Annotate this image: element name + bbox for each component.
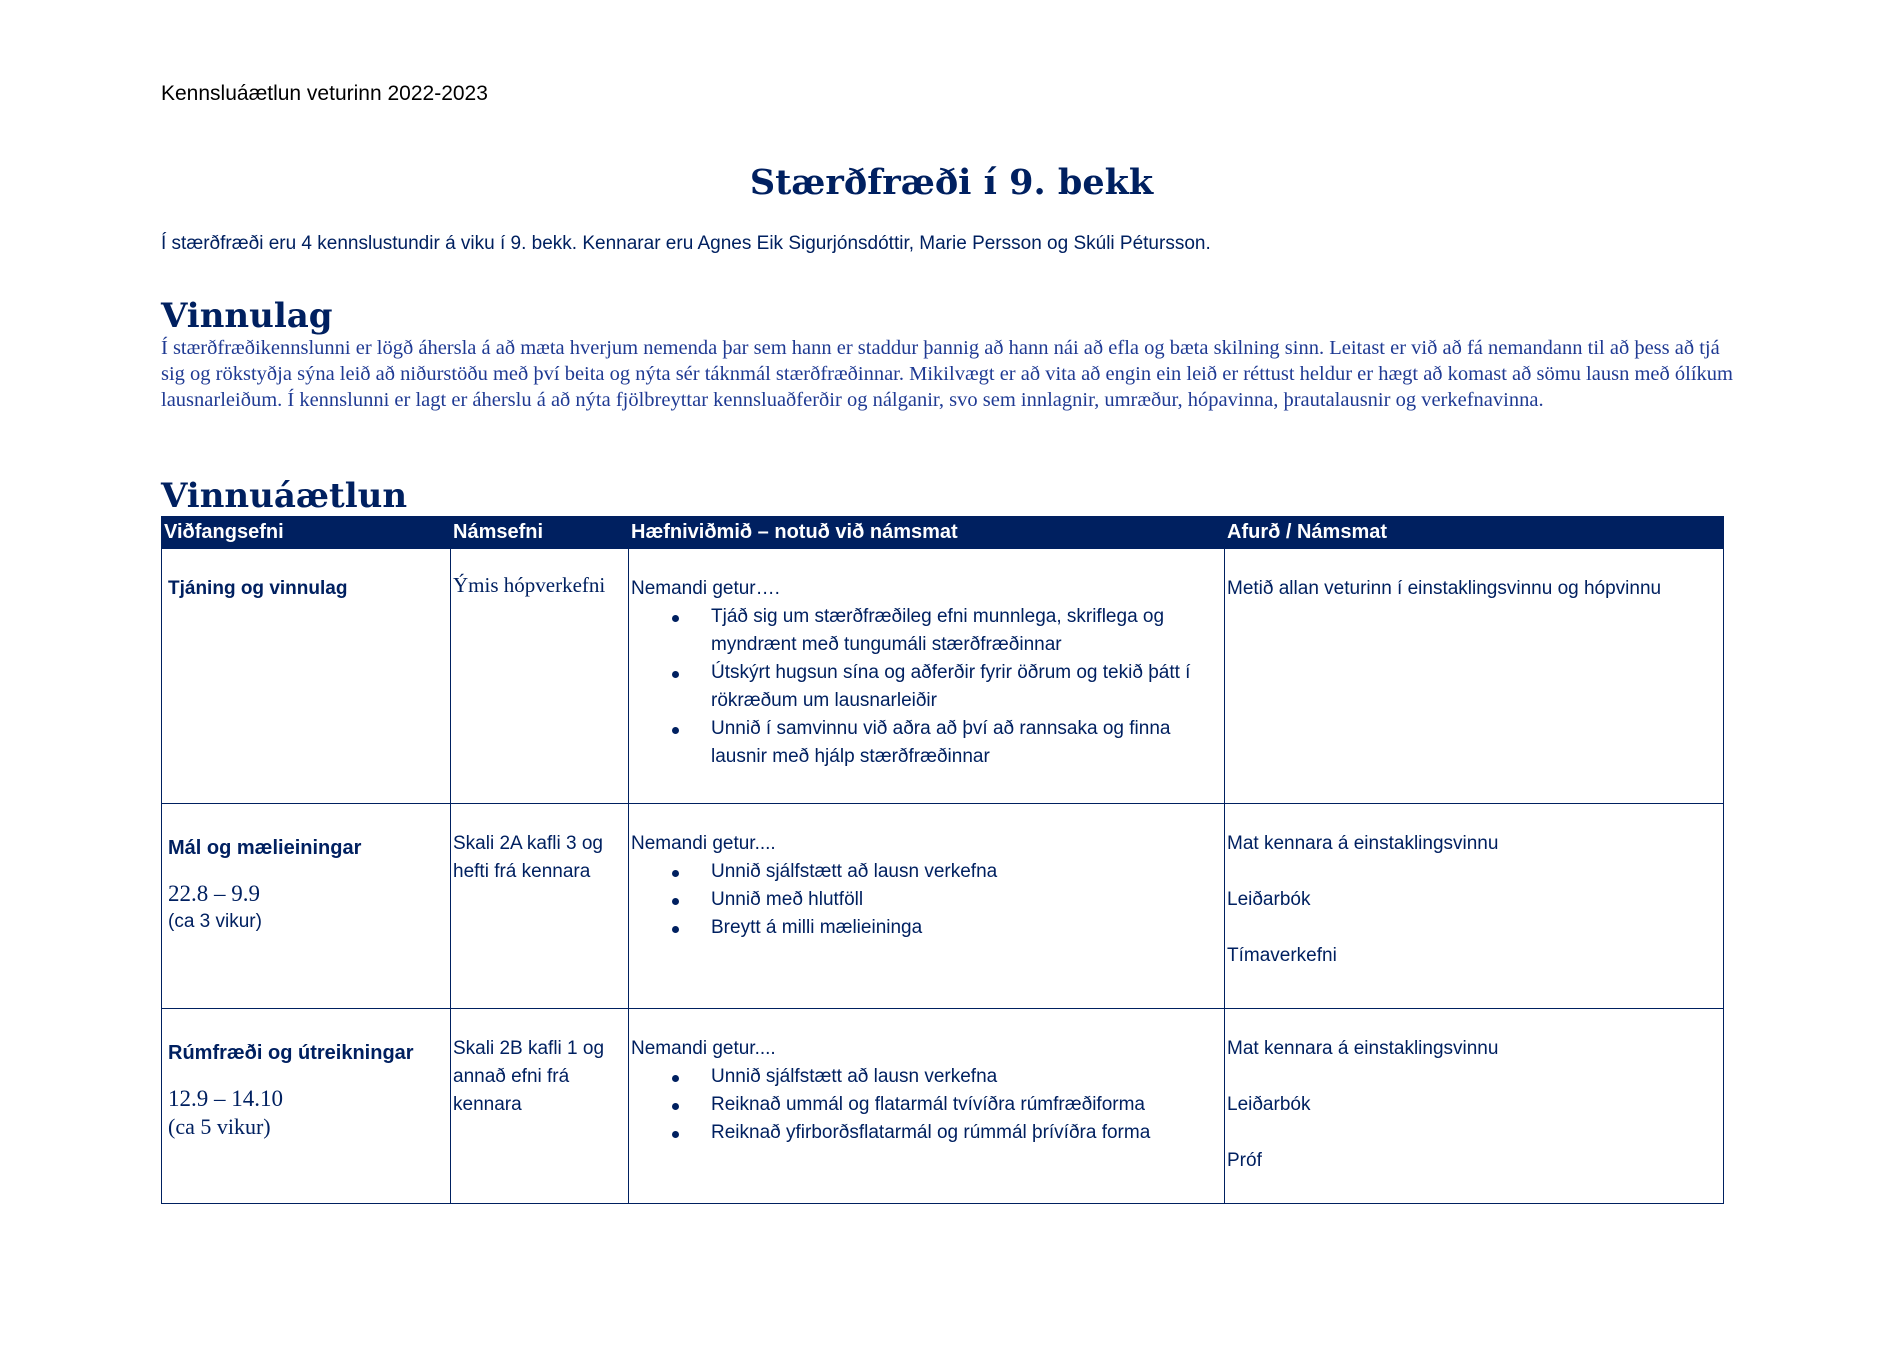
date-range: 22.8 – 9.9 bbox=[168, 881, 260, 906]
goal-item: Reiknað ummál og flatarmál tvívíðra rúmf… bbox=[629, 1091, 1224, 1119]
topic: Tjáning og vinnulag bbox=[168, 578, 348, 599]
assessment-item: Tímaverkefni bbox=[1227, 945, 1337, 966]
table-row: Mál og mælieiningar 22.8 – 9.9 (ca 3 vik… bbox=[161, 803, 1724, 1009]
column-header: Námsefni bbox=[450, 516, 629, 549]
goals-list: Unnið sjálfstætt að lausn verkefna Reikna… bbox=[629, 1063, 1224, 1147]
column-header: Hæfniviðmið – notuð við námsmat bbox=[628, 516, 1225, 549]
date-range: 12.9 – 14.10 bbox=[168, 1086, 283, 1111]
goals-cell: Nemandi getur.... Unnið sjálfstætt að la… bbox=[628, 1008, 1225, 1204]
vinnulag-paragraph: Í stærðfræðikennslunni er lögð áhersla á… bbox=[161, 337, 1733, 411]
goal-item: Unnið sjálfstætt að lausn verkefna bbox=[629, 1063, 1224, 1091]
goal-item: Útskýrt hugsun sína og aðferðir fyrir öð… bbox=[629, 659, 1224, 715]
plan-heading: Vinnuáætlun bbox=[161, 476, 408, 516]
page-header: Kennsluáætlun veturinn 2022-2023 bbox=[161, 82, 488, 105]
duration: (ca 5 vikur) bbox=[168, 1114, 271, 1139]
vinnulag-heading: Vinnulag bbox=[161, 296, 333, 336]
topic-cell: Mál og mælieiningar 22.8 – 9.9 (ca 3 vik… bbox=[161, 803, 451, 1009]
assessment-item: Metið allan veturinn í einstaklingsvinnu… bbox=[1227, 578, 1662, 599]
assessment-item: Leiðarbók bbox=[1227, 1094, 1311, 1115]
goal-item: Unnið með hlutföll bbox=[629, 886, 1224, 914]
assessment-item: Mat kennara á einstaklingsvinnu bbox=[1227, 1038, 1499, 1059]
topic: Rúmfræði og útreikningar bbox=[168, 1042, 414, 1064]
plan-table: Viðfangsefni Námsefni Hæfniviðmið – notu… bbox=[161, 516, 1724, 1204]
intro-text: Í stærðfræði eru 4 kennslustundir á viku… bbox=[161, 233, 1211, 254]
goals-lead: Nemandi getur.... bbox=[631, 1038, 776, 1059]
assessment-cell: Mat kennara á einstaklingsvinnu Leiðarbók… bbox=[1224, 1008, 1724, 1204]
material-cell: Ýmis hópverkefni bbox=[450, 548, 629, 804]
goal-item: Tjáð sig um stærðfræðileg efni munnlega,… bbox=[629, 603, 1224, 659]
column-header: Viðfangsefni bbox=[161, 516, 451, 549]
goal-item: Reiknað yfirborðsflatarmál og rúmmál þrí… bbox=[629, 1119, 1224, 1147]
page-title: Stærðfræði í 9. bekk bbox=[749, 162, 1154, 203]
goals-cell: Nemandi getur.... Unnið sjálfstætt að la… bbox=[628, 803, 1225, 1009]
assessment-cell: Metið allan veturinn í einstaklingsvinnu… bbox=[1224, 548, 1724, 804]
table-row: Tjáning og vinnulag Ýmis hópverkefni Nem… bbox=[161, 548, 1724, 804]
assessment-item: Mat kennara á einstaklingsvinnu bbox=[1227, 833, 1499, 854]
goal-item: Unnið sjálfstætt að lausn verkefna bbox=[629, 858, 1224, 886]
goal-item: Unnið í samvinnu við aðra að því að rann… bbox=[629, 715, 1224, 771]
goals-lead: Nemandi getur.... bbox=[631, 833, 776, 854]
goals-list: Unnið sjálfstætt að lausn verkefna Unnið … bbox=[629, 858, 1224, 942]
goals-lead: Nemandi getur…. bbox=[631, 578, 780, 599]
assessment-cell: Mat kennara á einstaklingsvinnu Leiðarbók… bbox=[1224, 803, 1724, 1009]
assessment-item: Leiðarbók bbox=[1227, 889, 1311, 910]
goals-cell: Nemandi getur…. Tjáð sig um stærðfræðile… bbox=[628, 548, 1225, 804]
goals-list: Tjáð sig um stærðfræðileg efni munnlega,… bbox=[629, 603, 1224, 771]
goal-item: Breytt á milli mælieininga bbox=[629, 914, 1224, 942]
column-header: Afurð / Námsmat bbox=[1224, 516, 1724, 549]
material-cell: Skali 2B kafli 1 og annað efni frá kenna… bbox=[450, 1008, 629, 1204]
table-row: Rúmfræði og útreikningar 12.9 – 14.10 (c… bbox=[161, 1008, 1724, 1204]
table-header-row: Viðfangsefni Námsefni Hæfniviðmið – notu… bbox=[161, 516, 1724, 549]
material-cell: Skali 2A kafli 3 og hefti frá kennara bbox=[450, 803, 629, 1009]
topic-cell: Rúmfræði og útreikningar 12.9 – 14.10 (c… bbox=[161, 1008, 451, 1204]
topic: Mál og mælieiningar bbox=[168, 837, 362, 859]
duration: (ca 3 vikur) bbox=[168, 911, 262, 932]
topic-cell: Tjáning og vinnulag bbox=[161, 548, 451, 804]
assessment-item: Próf bbox=[1227, 1150, 1262, 1171]
